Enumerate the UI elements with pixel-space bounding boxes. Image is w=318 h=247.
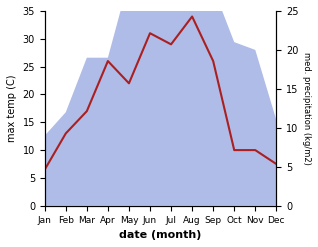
Y-axis label: med. precipitation (kg/m2): med. precipitation (kg/m2) [302,52,311,165]
Y-axis label: max temp (C): max temp (C) [7,75,17,142]
X-axis label: date (month): date (month) [119,230,202,240]
